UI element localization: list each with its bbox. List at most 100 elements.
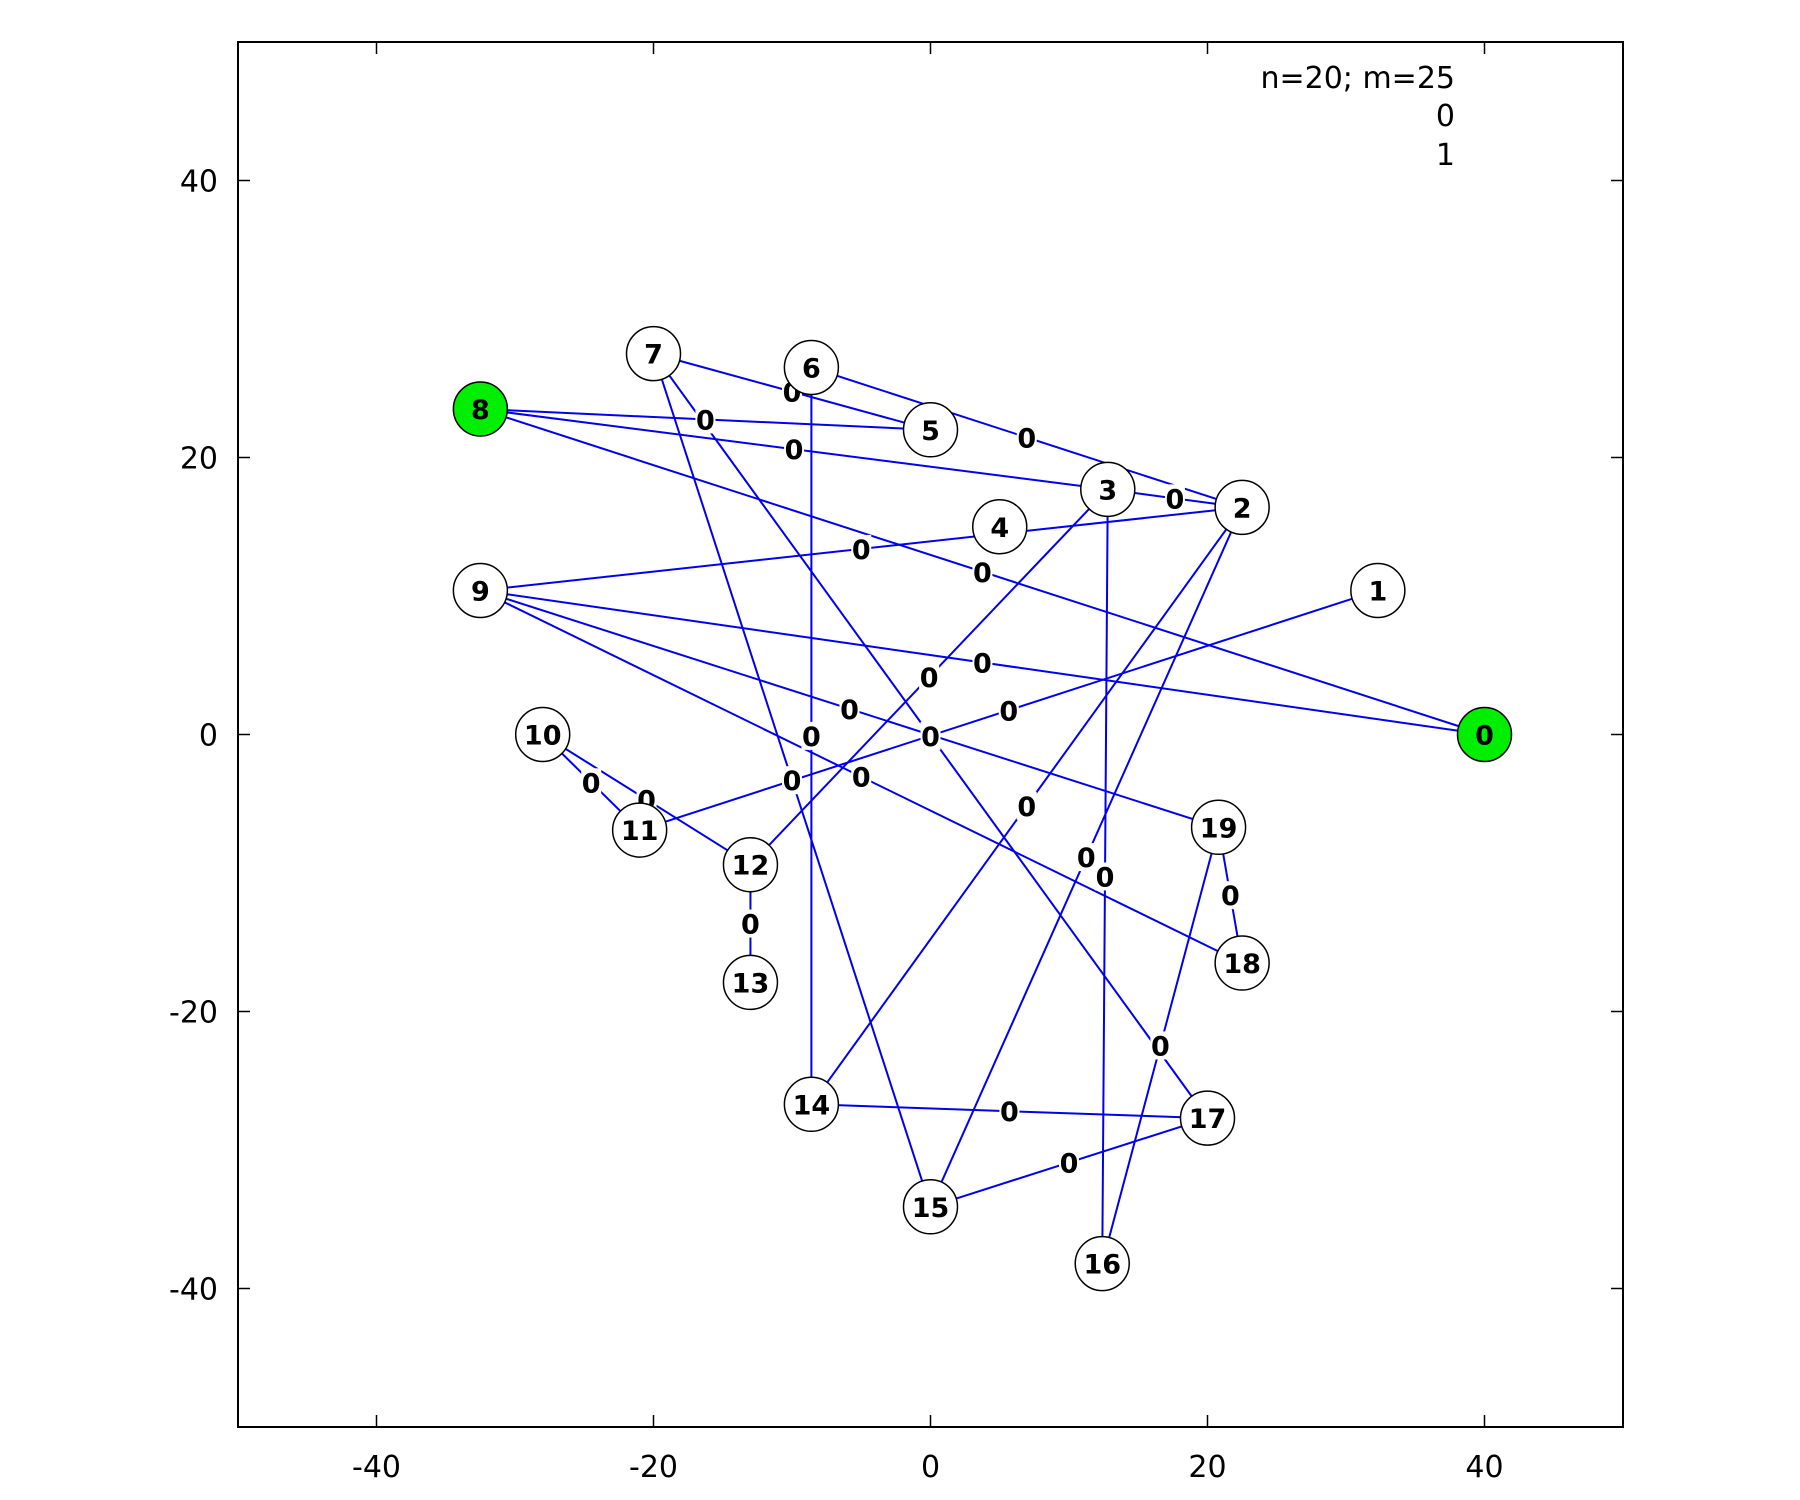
x-tick-label: -20 [629,1450,678,1485]
node-circle [452,562,509,619]
node-label: 1 [1368,576,1387,607]
edge-label-bg [581,768,602,797]
edge-label-8-5: 0 [696,405,715,436]
edge-label-6-14: 0 [802,722,821,753]
node-label: 14 [793,1090,831,1121]
edge-label-3-16: 0 [1096,862,1115,893]
edge-label-bg [972,648,993,677]
node-6: 6 [783,339,840,396]
edge-label-bg [1150,1031,1171,1060]
node-circle [783,339,840,396]
edge-label-7-17: 0 [921,722,940,753]
node-label: 4 [990,513,1009,544]
node-label: 17 [1189,1104,1227,1135]
node-label: 12 [732,851,770,882]
edge-label-bg [999,1097,1020,1126]
edge-label-bg [1095,862,1116,891]
node-circle [783,1076,840,1133]
node-circle [722,954,779,1011]
edge-label-bg [839,694,860,723]
node-circle [625,325,682,382]
edge-label-3-12: 0 [920,663,939,694]
node-14: 14 [783,1076,840,1133]
edge-label-bg [998,696,1019,725]
node-label: 15 [912,1193,950,1224]
node-label: 5 [921,416,940,447]
edge-label-bg [1016,791,1037,820]
node-label: 7 [644,340,663,371]
node-circle [902,402,959,458]
node-11: 11 [611,802,668,858]
edge-label-3-2: 0 [1166,484,1185,515]
node-circle [972,499,1028,555]
edge-label-19-16: 0 [1151,1031,1170,1062]
node-circle [722,836,779,893]
edge-label-9-0: 0 [973,648,992,679]
edge-label-9-19: 0 [840,695,859,726]
edge-label-8-3: 0 [785,435,804,466]
node-label: 0 [1475,721,1494,752]
edge-label-12-13: 0 [741,910,760,941]
edge-label-bg [1059,1148,1079,1177]
edge-label-15-17: 0 [1060,1148,1079,1179]
node-16: 16 [1074,1235,1130,1292]
node-8: 8 [452,381,509,437]
legend-title: n=20; m=25 [1260,61,1455,96]
node-label: 2 [1233,493,1252,524]
edge-label-bg [919,663,940,692]
edge-label-bg [1076,843,1097,872]
y-tick-label: 20 [180,442,218,477]
node-0: 0 [1456,706,1513,763]
node-9: 9 [452,562,509,619]
edge-label-bg [1220,881,1241,910]
node-label: 18 [1223,949,1261,980]
node-circle [1214,479,1270,536]
node-10: 10 [514,706,571,763]
x-tick-label: 0 [921,1450,940,1485]
x-tick-label: -40 [352,1450,401,1485]
edge-label-1-11: 0 [999,696,1018,727]
x-tick-label: 40 [1465,1450,1503,1485]
node-18: 18 [1214,935,1270,991]
node-7: 7 [625,325,682,382]
node-label: 6 [802,353,821,384]
node-circle [1214,935,1270,991]
node-circle [452,381,509,437]
node-13: 13 [722,954,779,1011]
y-tick-label: 0 [199,719,218,754]
node-label: 10 [524,721,562,752]
node-circle [1074,1235,1130,1292]
edge-label-bg [920,721,941,750]
node-circle [611,802,668,858]
node-1: 1 [1350,562,1406,619]
node-label: 9 [471,576,490,607]
edge-label-bg [782,766,802,795]
legend-entry-1: 1 [1436,138,1455,173]
x-tick-label: 20 [1188,1450,1226,1485]
node-label: 13 [732,968,770,999]
edge-label-2-14: 0 [1017,792,1036,823]
node-19: 19 [1190,799,1247,856]
edge-label-2-15: 0 [1077,843,1096,874]
legend: n=20; m=25 0 1 [1260,61,1455,173]
edge-label-14-17: 0 [1000,1097,1019,1128]
edge-label-bg [801,721,822,750]
edge-label-6-2: 0 [1017,423,1036,454]
y-tick-label: 40 [180,165,218,200]
edge-label-bg [1016,423,1037,452]
node-circle [1456,706,1513,763]
node-circle [902,1179,959,1235]
node-label: 8 [471,395,490,426]
edge-label-bg [1164,484,1185,513]
node-17: 17 [1179,1090,1236,1146]
node-circle [1080,461,1136,518]
node-label: 19 [1200,813,1238,844]
node-15: 15 [902,1179,959,1235]
node-label: 11 [621,816,659,847]
edge-label-9-18: 0 [852,763,871,794]
edge-label-bg [972,557,993,586]
edge-label-bg [740,909,761,938]
node-label: 16 [1083,1250,1121,1281]
